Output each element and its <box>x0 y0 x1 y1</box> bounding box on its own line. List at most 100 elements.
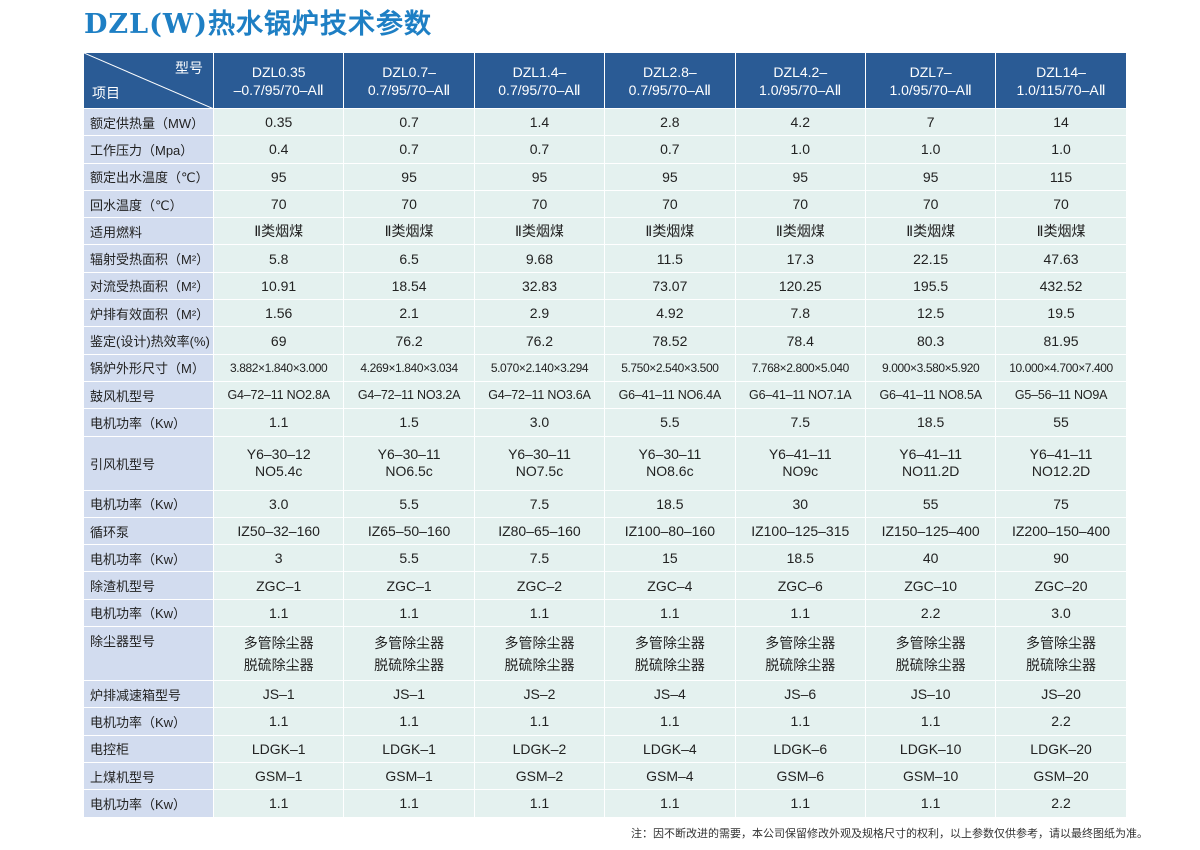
row-label: 电机功率（Kw） <box>83 544 214 573</box>
table-row: 鼓风机型号 G4–72–11 NO2.8A G4–72–11 NO3.2A G4–72… <box>83 380 1127 410</box>
cell-line: 脱硫除尘器 <box>765 656 836 673</box>
table-cell: 30 <box>734 489 866 518</box>
table-cell: 2.8 <box>604 107 736 137</box>
table-cell: IZ80–65–160 <box>473 516 606 546</box>
model-header-line: DZL0.35 <box>251 63 306 80</box>
model-header-line: DZL7– <box>909 63 952 80</box>
table-cell: 2.9 <box>473 299 606 328</box>
table-cell: 7.5 <box>473 544 606 573</box>
table-row: 除尘器型号 多管除尘器 脱硫除尘器 多管除尘器 脱硫除尘器 多管除尘器 脱硫除尘器 多管除尘器… <box>83 626 1127 682</box>
table-cell: 0.7 <box>473 135 606 164</box>
cell-line: Y6–41–11 <box>899 446 963 463</box>
row-label: 电机功率（Kw） <box>83 707 214 736</box>
table-cell: LDGK–20 <box>995 734 1127 763</box>
table-cell: 1.1 <box>212 598 345 628</box>
table-cell: 18.5 <box>864 408 997 437</box>
table-row: 上煤机型号 GSM–1 GSM–1 GSM–2 GSM–4 GSM–6 GSM–10 GSM–… <box>83 761 1127 791</box>
table-cell: JS–6 <box>734 680 866 709</box>
model-header-line: DZL4.2– <box>773 63 828 80</box>
table-cell: 95 <box>864 162 997 191</box>
table-row: 炉排减速箱型号 JS–1 JS–1 JS–2 JS–4 JS–6 JS–10 JS–20 <box>83 680 1127 709</box>
table-cell: 70 <box>734 189 866 219</box>
table-cell: 95 <box>343 162 475 191</box>
table-cell: 0.4 <box>212 135 345 164</box>
table-cell: 多管除尘器 脱硫除尘器 <box>604 626 736 682</box>
table-cell: 55 <box>864 489 997 518</box>
table-cell: 22.15 <box>864 244 997 273</box>
table-cell: 多管除尘器 脱硫除尘器 <box>734 626 866 682</box>
table-cell: ZGC–4 <box>604 571 736 600</box>
table-cell: 70 <box>212 189 345 219</box>
cell-line: 多管除尘器 <box>895 634 966 651</box>
table-cell: Ⅱ类烟煤 <box>995 217 1127 246</box>
table-cell: Ⅱ类烟煤 <box>473 217 606 246</box>
table-cell: 1.0 <box>734 135 866 164</box>
table-cell: 1.1 <box>343 598 475 628</box>
table-cell: JS–2 <box>473 680 606 709</box>
table-cell: Y6–30–11 NO6.5c <box>343 435 475 491</box>
table-cell: 78.52 <box>604 326 736 355</box>
model-header-3: DZL2.8– 0.7/95/70–AⅡ <box>604 52 736 109</box>
model-header-line: DZL0.7– <box>382 63 436 80</box>
table-cell: LDGK–1 <box>343 734 475 763</box>
table-cell: 9.68 <box>473 244 606 273</box>
cell-line: 脱硫除尘器 <box>374 656 445 673</box>
table-cell: 40 <box>864 544 997 573</box>
model-header-line: 0.7/95/70–AⅡ <box>498 81 581 98</box>
table-cell: G6–41–11 NO8.5A <box>864 380 997 410</box>
corner-label-item: 项目 <box>92 85 120 101</box>
page-title: DZL(W)热水锅炉技术参数 <box>84 9 432 40</box>
table-cell: 1.5 <box>343 408 475 437</box>
row-label: 适用燃料 <box>83 217 214 246</box>
diagonal-divider <box>84 53 212 108</box>
table-cell: 1.1 <box>473 789 606 818</box>
table-cell: 90 <box>995 544 1127 573</box>
model-header-5: DZL7– 1.0/95/70–AⅡ <box>864 52 997 109</box>
row-label: 额定供热量（MW） <box>83 107 214 137</box>
table-row: 电机功率（Kw） 1.1 1.1 1.1 1.1 1.1 1.1 2.2 <box>83 707 1127 736</box>
table-cell: 1.1 <box>212 789 345 818</box>
table-cell: G4–72–11 NO3.2A <box>343 380 475 410</box>
table-cell: ZGC–20 <box>995 571 1127 600</box>
table-cell: GSM–2 <box>473 761 606 791</box>
cell-line: Y6–30–11 <box>508 446 571 463</box>
table-row: 对流受热面积（M²） 10.91 18.54 32.83 73.07 120.25 195.… <box>83 271 1127 301</box>
table-row: 回水温度（℃） 70 70 70 70 70 70 70 <box>83 189 1127 219</box>
table-cell: 18.5 <box>604 489 736 518</box>
table-cell: 4.92 <box>604 299 736 328</box>
cell-line: 多管除尘器 <box>374 634 445 651</box>
table-cell: 10.000×4.700×7.400 <box>995 353 1127 382</box>
cell-line: NO6.5c <box>385 463 433 480</box>
table-cell: 1.1 <box>604 789 736 818</box>
row-label: 额定出水温度（℃） <box>83 162 214 191</box>
table-cell: 1.1 <box>473 707 606 736</box>
model-header-line: 1.0/95/70–AⅡ <box>759 81 842 98</box>
table-row: 工作压力（Mpa） 0.4 0.7 0.7 0.7 1.0 1.0 1.0 <box>83 135 1127 164</box>
table-cell: IZ100–80–160 <box>604 516 736 546</box>
table-cell: 0.7 <box>343 107 475 137</box>
row-label: 电机功率（Kw） <box>83 408 214 437</box>
cell-line: Y6–30–11 <box>377 446 441 463</box>
table-cell: 5.8 <box>212 244 345 273</box>
table-cell: 4.2 <box>734 107 866 137</box>
table-cell: 195.5 <box>864 271 997 301</box>
table-cell: 6.5 <box>343 244 475 273</box>
table-cell: ZGC–2 <box>473 571 606 600</box>
table-cell: 3.0 <box>995 598 1127 628</box>
table-cell: ZGC–1 <box>212 571 345 600</box>
table-cell: 多管除尘器 脱硫除尘器 <box>212 626 345 682</box>
cell-line: NO12.2D <box>1031 463 1091 480</box>
footnote: 注：因不断改进的需要，本公司保留修改外观及规格尺寸的权利，以上参数仅供参考，请以… <box>631 827 1148 840</box>
cell-line: 多管除尘器 <box>634 634 705 651</box>
table-cell: IZ50–32–160 <box>212 516 345 546</box>
table-cell: GSM–1 <box>343 761 475 791</box>
table-cell: GSM–6 <box>734 761 866 791</box>
table-cell: Ⅱ类烟煤 <box>734 217 866 246</box>
table-row: 除渣机型号 ZGC–1 ZGC–1 ZGC–2 ZGC–4 ZGC–6 ZGC–10 ZGC–… <box>83 571 1127 600</box>
cell-line: Y6–41–11 <box>768 446 832 463</box>
cell-line: 脱硫除尘器 <box>504 656 575 673</box>
table-row: 电机功率（Kw） 1.1 1.1 1.1 1.1 1.1 1.1 2.2 <box>83 789 1127 818</box>
table-cell: Ⅱ类烟煤 <box>864 217 997 246</box>
table-cell: 1.56 <box>212 299 345 328</box>
model-header-line: DZL14– <box>1036 63 1086 80</box>
